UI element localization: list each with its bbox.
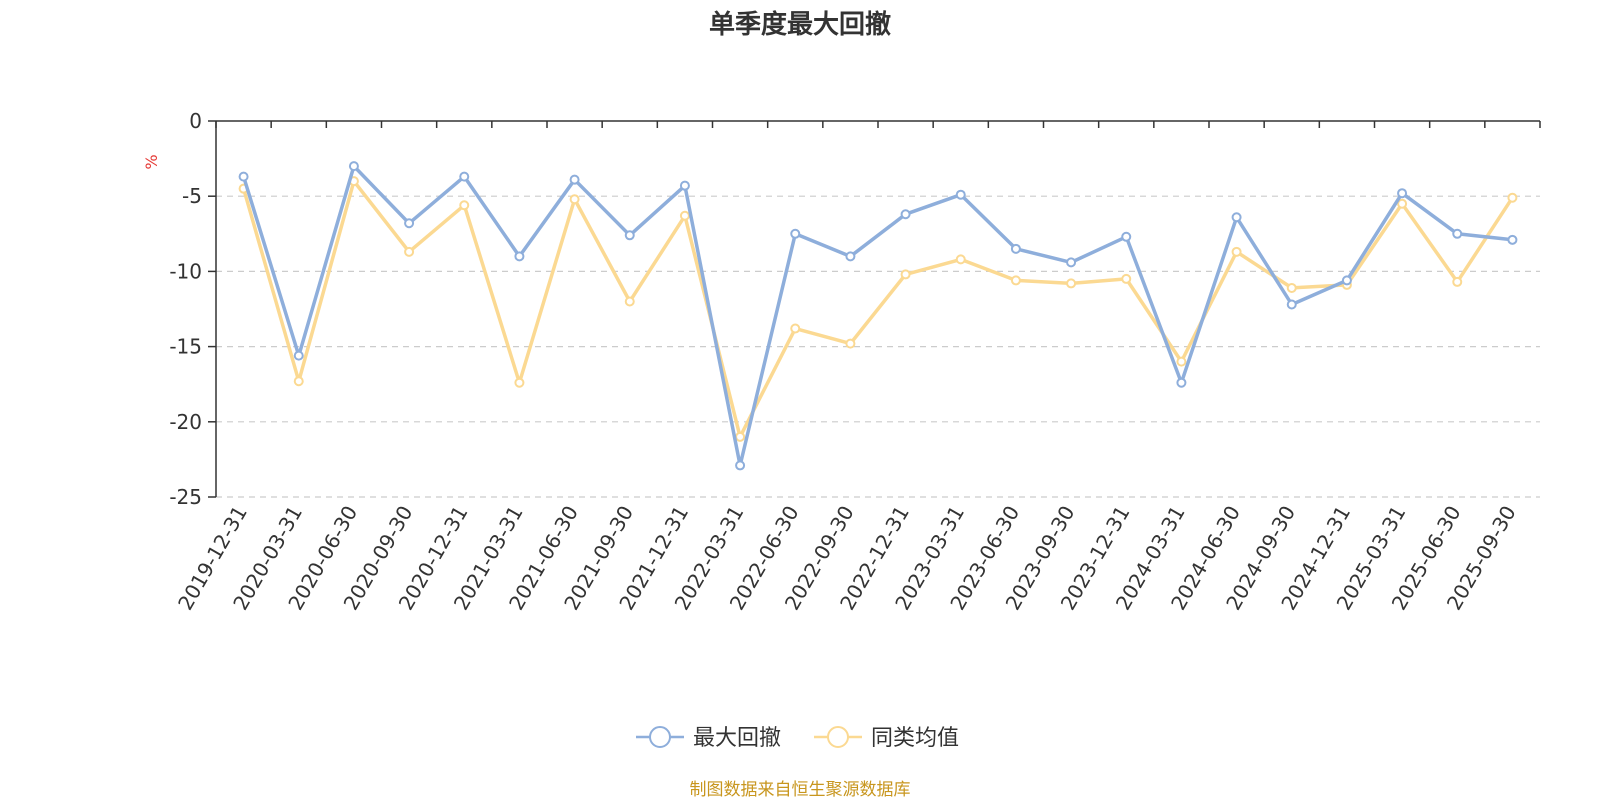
data-point	[1066, 278, 1077, 289]
data-point	[955, 254, 966, 265]
data-point	[1231, 246, 1242, 257]
data-point	[735, 431, 746, 442]
data-point	[900, 209, 911, 220]
legend-swatch-marker	[827, 726, 849, 748]
data-point	[238, 171, 249, 182]
data-point	[514, 251, 525, 262]
data-point	[569, 174, 580, 185]
data-point	[1010, 275, 1021, 286]
data-point	[1010, 243, 1021, 254]
data-point	[1507, 234, 1518, 245]
data-point	[1341, 275, 1352, 286]
data-point	[348, 161, 359, 172]
data-point	[1452, 228, 1463, 239]
data-point	[1397, 188, 1408, 199]
data-point	[1066, 257, 1077, 268]
legend: 最大回撤 同类均值	[636, 726, 959, 751]
y-tick-label: -5	[182, 184, 202, 208]
legend-swatch-marker	[649, 726, 671, 748]
y-tick-label: -10	[169, 259, 202, 283]
data-point	[1286, 299, 1297, 310]
legend-label: 最大回撤	[693, 726, 781, 751]
series-lines	[238, 161, 1518, 471]
y-tick-label: -15	[169, 335, 202, 359]
data-point	[1231, 212, 1242, 223]
data-point	[514, 377, 525, 388]
legend-label: 同类均值	[871, 726, 959, 751]
y-axis-unit-label: %	[142, 154, 161, 169]
data-point	[569, 194, 580, 205]
data-source-note: 制图数据来自恒生聚源数据库	[690, 780, 911, 800]
chart-title: 单季度最大回撤	[709, 9, 891, 40]
data-point	[1121, 273, 1132, 284]
data-point	[1121, 231, 1132, 242]
grid-lines	[216, 195, 1540, 498]
data-point	[679, 180, 690, 191]
data-point	[1507, 192, 1518, 203]
data-point	[1397, 198, 1408, 209]
data-point	[735, 460, 746, 471]
data-point	[293, 376, 304, 387]
data-point	[293, 350, 304, 361]
data-point	[900, 269, 911, 280]
data-point	[1176, 377, 1187, 388]
data-point	[624, 230, 635, 241]
data-point	[459, 171, 470, 182]
data-point	[1452, 276, 1463, 287]
y-tick-label: -25	[169, 485, 202, 509]
data-point	[1176, 356, 1187, 367]
series-line-1	[241, 179, 1514, 439]
y-tick-label: 0	[189, 109, 202, 133]
data-point	[790, 323, 801, 334]
data-point	[624, 296, 635, 307]
data-point	[679, 210, 690, 221]
data-point	[1286, 282, 1297, 293]
data-point	[404, 246, 415, 257]
axes: 0-5-10-15-20-252019-12-312020-03-312020-…	[169, 109, 1541, 614]
data-point	[955, 189, 966, 200]
data-point	[845, 251, 856, 262]
series-line-0	[241, 164, 1513, 468]
data-point	[459, 200, 470, 211]
data-point	[790, 228, 801, 239]
data-point	[404, 218, 415, 229]
data-point	[845, 338, 856, 349]
y-tick-label: -20	[169, 410, 202, 434]
